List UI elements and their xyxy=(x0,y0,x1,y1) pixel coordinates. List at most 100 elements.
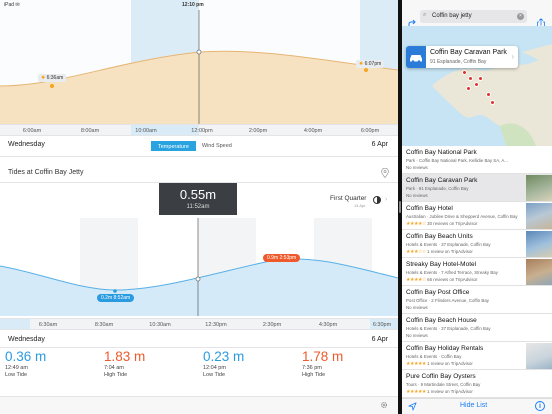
tide-type: High Tide xyxy=(104,372,128,378)
result-row-selected[interactable]: Coffin Bay Caravan Park Park · 91 Esplan… xyxy=(402,174,552,202)
wind-speed-tab[interactable]: Wind Speed xyxy=(195,141,238,151)
moon-phase-date: 14 Apr xyxy=(354,203,366,208)
result-detail: Hotels & Events · 7 Alfred Terrace, Stre… xyxy=(406,270,498,275)
tide-height: 1.78 m xyxy=(302,349,344,364)
map-view[interactable] xyxy=(402,26,552,146)
callout-subtitle: 91 Esplanade, Coffin Bay xyxy=(430,59,487,65)
result-row[interactable]: Coffin Bay Post Office Post Office · 2 F… xyxy=(402,286,552,314)
tide-chart[interactable]: 0.2m 8:52am 0.9m 2:53pm xyxy=(0,218,398,316)
place-callout[interactable]: Coffin Bay Caravan Park 91 Esplanade, Co… xyxy=(406,46,518,68)
axis-tick: 4:00pm xyxy=(303,128,323,134)
result-name: Streaky Bay Hotel-Motel xyxy=(406,261,477,268)
axis-tick: 6:30pm xyxy=(372,322,392,328)
sunrise-label: 6:36am xyxy=(46,75,64,81)
chevron-right-icon[interactable]: › xyxy=(385,196,388,203)
map-pin[interactable] xyxy=(466,86,471,91)
day-header-1: Wednesday 6 Apr xyxy=(0,138,398,152)
low-tide-dot xyxy=(113,289,117,293)
hide-list-button[interactable]: Hide List xyxy=(460,402,488,409)
result-photo xyxy=(526,231,552,257)
result-row[interactable]: Coffin Bay National Park Park · Coffin B… xyxy=(402,146,552,174)
result-name: Coffin Bay National Park xyxy=(406,149,477,156)
review-count: 66 reviews on TripAdvisor xyxy=(427,277,478,282)
day-header-2: Wednesday 6 Apr xyxy=(0,333,398,347)
sunrise-marker: ✹ 6:36am xyxy=(38,74,67,82)
sun-icon: ✹ xyxy=(359,61,364,67)
chart-type-segmented-control: Temperature Wind Speed xyxy=(151,141,238,151)
axis-tick: 8:30am xyxy=(94,322,114,328)
result-row[interactable]: Coffin Bay Beach House Hotels & Events ·… xyxy=(402,314,552,342)
review-count: 1 review on TripAdvisor xyxy=(427,249,473,254)
search-icon: ⌕ xyxy=(423,12,427,18)
tide-time: 7:36 pm xyxy=(302,365,322,371)
sunset-label: 6:07pm xyxy=(364,61,382,67)
tide-summary-item: 1.78 m 7:36 pm High Tide xyxy=(302,349,343,378)
search-input[interactable]: ⌕ Coffin bay jetty × xyxy=(420,10,527,23)
weather-chart[interactable]: ✹ 6:36am ✹ 6:07pm xyxy=(0,0,398,124)
search-bar: ⌕ Coffin bay jetty × xyxy=(402,8,552,30)
axis-highlight xyxy=(0,319,30,329)
result-name: Coffin Bay Beach House xyxy=(406,317,477,324)
tides-title: Tides at Coffin Bay Jetty xyxy=(8,169,84,176)
info-icon[interactable]: i xyxy=(535,401,545,411)
map-pin[interactable] xyxy=(486,92,491,97)
high-tide-marker: 0.9m 2:53pm xyxy=(263,254,301,262)
result-row[interactable]: Pure Coffin Bay Oysters Tours · 9 Martin… xyxy=(402,370,552,398)
axis-tick: 12:30pm xyxy=(205,322,227,328)
weather-chart-svg xyxy=(0,0,398,124)
map-pin[interactable] xyxy=(478,76,483,81)
cursor-dot xyxy=(196,49,202,55)
map-pin[interactable] xyxy=(468,76,473,81)
temperature-tab[interactable]: Temperature xyxy=(151,141,196,151)
result-rating: No reviews xyxy=(406,333,428,338)
tide-type: Low Tide xyxy=(5,372,28,378)
tide-height: 1.83 m xyxy=(104,349,146,364)
location-arrow-icon[interactable] xyxy=(408,402,417,411)
axis-tick: 6:00pm xyxy=(360,128,380,134)
result-photo xyxy=(526,203,552,229)
tide-type: High Tide xyxy=(302,372,326,378)
map-pin[interactable] xyxy=(490,100,495,105)
result-rating: No reviews xyxy=(406,165,428,170)
clear-icon[interactable]: × xyxy=(517,13,524,20)
tide-height: 0.23 m xyxy=(203,349,245,364)
map-pin[interactable] xyxy=(462,70,467,75)
date-label: 6 Apr xyxy=(371,141,388,148)
search-text: Coffin bay jetty xyxy=(432,13,472,19)
star-rating: ★★★☆☆ xyxy=(406,249,426,255)
result-row[interactable]: Streaky Bay Hotel-Motel Hotels & Events … xyxy=(402,258,552,286)
star-rating: ★★★★★ xyxy=(406,361,426,367)
axis-tick: 6:00am xyxy=(22,128,42,134)
sunset-dot xyxy=(364,68,368,72)
tide-type: Low Tide xyxy=(203,372,226,378)
result-rating: No reviews xyxy=(406,305,428,310)
result-detail: Tours · 9 Martindale Street, Coffin Bay xyxy=(406,382,481,387)
divider xyxy=(0,182,398,183)
tide-time: 7:04 am xyxy=(104,365,124,371)
location-pin-icon[interactable] xyxy=(381,168,389,178)
axis-highlight xyxy=(370,319,398,329)
result-detail: Hotels & Events · 37 Esplanade, Coffin B… xyxy=(406,326,491,331)
divider-grip[interactable] xyxy=(399,201,401,213)
result-row[interactable]: Coffin Bay Hotel Australian · Jubilee Dr… xyxy=(402,202,552,230)
result-photo xyxy=(526,259,552,285)
review-count: 30 reviews on TripAdvisor xyxy=(427,221,478,226)
low-tide-marker: 0.2m 8:52am xyxy=(97,294,135,302)
gear-icon[interactable] xyxy=(380,401,388,409)
moon-phase-label: First Quarter xyxy=(330,195,367,202)
split-view-divider[interactable] xyxy=(398,0,402,414)
result-name: Coffin Bay Holiday Rentals xyxy=(406,345,484,352)
result-detail: Hotels & Events · Coffin Bay xyxy=(406,354,462,359)
tide-height: 0.36 m xyxy=(5,349,47,364)
result-name: Coffin Bay Post Office xyxy=(406,289,470,296)
axis-tick: 8:00am xyxy=(80,128,100,134)
land-mass-north xyxy=(522,44,552,66)
tide-summary-item: 0.36 m 12:49 am Low Tide xyxy=(5,349,46,378)
sunset-marker: ✹ 6:07pm xyxy=(356,60,385,68)
result-row[interactable]: Coffin Bay Holiday Rentals Hotels & Even… xyxy=(402,342,552,370)
tide-time: 12:49 am xyxy=(5,365,28,371)
directions-arrow-icon[interactable] xyxy=(407,19,417,29)
map-pin[interactable] xyxy=(474,82,479,87)
tide-tooltip: 0.55m 11:52am xyxy=(159,183,237,215)
result-row[interactable]: Coffin Bay Beach Units Hotels & Events ·… xyxy=(402,230,552,258)
